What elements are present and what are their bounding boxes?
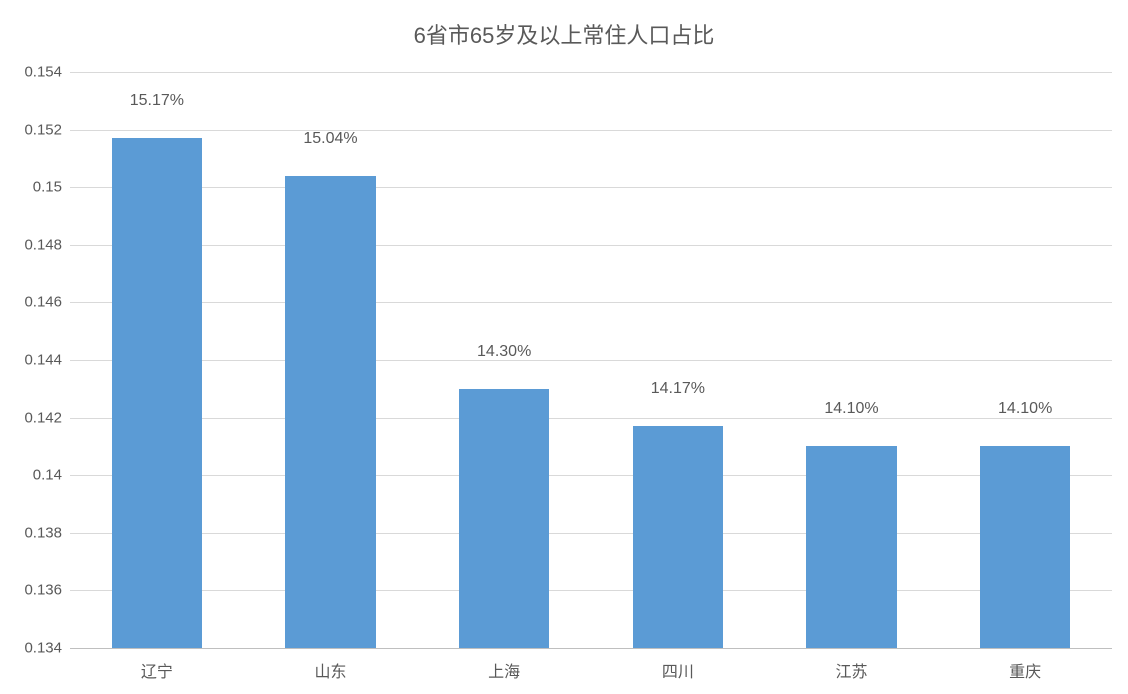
y-tick-label: 0.146 — [24, 294, 70, 311]
bar-value-label: 14.10% — [998, 400, 1052, 418]
x-tick-label: 上海 — [488, 658, 520, 682]
bar-value-label: 14.17% — [651, 380, 705, 398]
y-tick-label: 0.136 — [24, 582, 70, 599]
bar — [285, 176, 375, 648]
x-tick-label: 辽宁 — [141, 658, 173, 682]
x-tick-label: 山东 — [314, 658, 346, 682]
bar — [112, 138, 202, 648]
bar-slot: 15.04%山东 — [244, 72, 418, 648]
plot-area: 0.1340.1360.1380.140.1420.1440.1460.1480… — [70, 72, 1112, 648]
y-tick-label: 0.138 — [24, 524, 70, 541]
bar-slot: 14.17%四川 — [591, 72, 765, 648]
y-tick-label: 0.142 — [24, 409, 70, 426]
bar-slot: 15.17%辽宁 — [70, 72, 244, 648]
bar — [806, 446, 896, 648]
y-tick-label: 0.14 — [33, 467, 70, 484]
bar-slot: 14.10%江苏 — [765, 72, 939, 648]
bar-value-label: 14.30% — [477, 343, 531, 361]
bar — [459, 389, 549, 648]
bar-value-label: 15.17% — [130, 92, 184, 110]
x-tick-label: 重庆 — [1009, 658, 1041, 682]
bar-slot: 14.30%上海 — [417, 72, 591, 648]
x-tick-label: 江苏 — [835, 658, 867, 682]
bar — [980, 446, 1070, 648]
chart-title: 6省市65岁及以上常住人口占比 — [0, 18, 1128, 50]
y-tick-label: 0.152 — [24, 121, 70, 138]
chart-container: 6省市65岁及以上常住人口占比 0.1340.1360.1380.140.142… — [0, 0, 1128, 694]
bar-slot: 14.10%重庆 — [938, 72, 1112, 648]
bar-value-label: 14.10% — [824, 400, 878, 418]
x-tick-label: 四川 — [662, 658, 694, 682]
y-tick-label: 0.134 — [24, 640, 70, 657]
y-tick-label: 0.144 — [24, 352, 70, 369]
bar-value-label: 15.04% — [303, 130, 357, 148]
y-tick-label: 0.148 — [24, 236, 70, 253]
y-tick-label: 0.15 — [33, 179, 70, 196]
bar — [633, 426, 723, 648]
y-tick-label: 0.154 — [24, 64, 70, 81]
